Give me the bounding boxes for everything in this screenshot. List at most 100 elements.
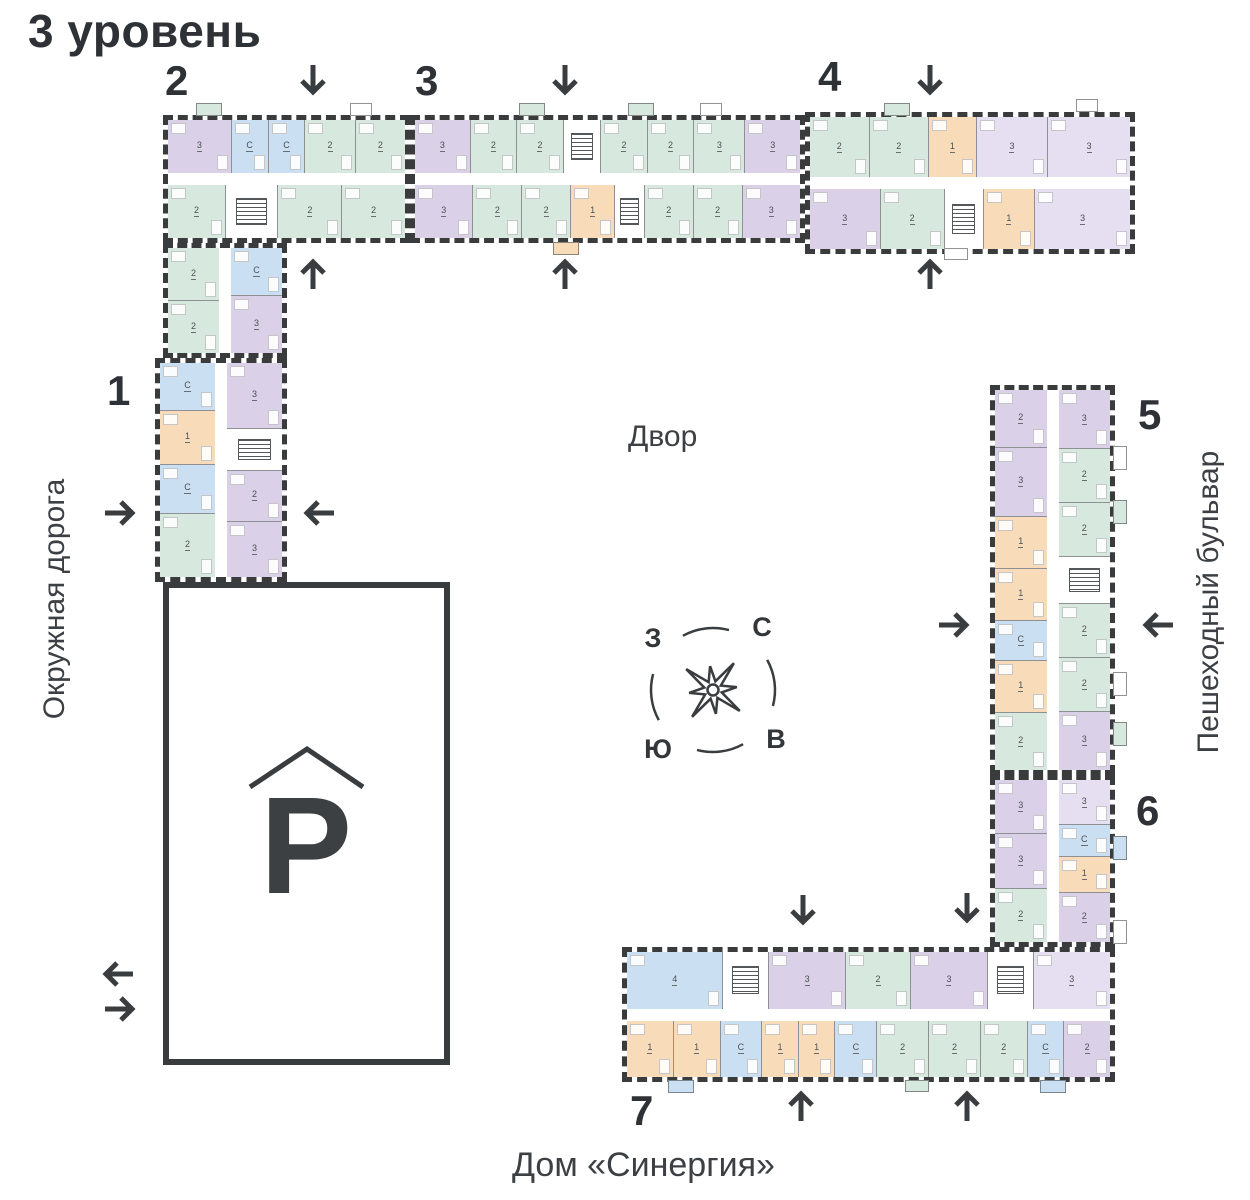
- apartment-cell[interactable]: С: [720, 1020, 762, 1077]
- apartment-cell[interactable]: 2: [995, 390, 1047, 447]
- apartment-cell[interactable]: 3: [415, 120, 470, 173]
- apartment-cell[interactable]: 2: [342, 185, 405, 238]
- apartment-cell[interactable]: С: [1058, 825, 1110, 857]
- apartment-cell[interactable]: 2: [470, 120, 517, 173]
- apartment-cell[interactable]: С: [835, 1020, 877, 1077]
- apartment-cell[interactable]: 2: [693, 185, 742, 238]
- apartment-cell[interactable]: 3: [1058, 780, 1110, 825]
- apartment-cell[interactable]: 3: [742, 185, 800, 238]
- apartment-cell[interactable]: С: [160, 363, 215, 411]
- apartment-cell[interactable]: 3: [768, 952, 846, 1009]
- apartment-cell[interactable]: 2: [995, 713, 1047, 771]
- apartment-cell[interactable]: 2: [810, 117, 869, 177]
- apartment-cell[interactable]: 1: [983, 189, 1035, 249]
- apartment-cell[interactable]: 3: [168, 120, 231, 173]
- apartment-cell[interactable]: 1: [995, 516, 1047, 568]
- apartment-cell[interactable]: С: [268, 120, 305, 173]
- apartment-cell[interactable]: 2: [846, 952, 910, 1009]
- apartment-cell[interactable]: 3: [745, 120, 801, 173]
- apartment-type-label: 1: [1081, 868, 1087, 881]
- apartment-cell[interactable]: 2: [355, 120, 405, 173]
- apartment-type-label: 2: [1081, 624, 1087, 637]
- apartment-cell[interactable]: 2: [168, 248, 219, 300]
- apartment-cell[interactable]: 2: [1058, 893, 1110, 942]
- apartment-cell[interactable]: 3: [976, 117, 1048, 177]
- apartment-cell[interactable]: 1: [160, 411, 215, 465]
- apartment-cell[interactable]: 2: [305, 120, 355, 173]
- apartment-cell[interactable]: 1: [673, 1020, 720, 1077]
- apartment-cell[interactable]: 2: [168, 185, 226, 238]
- apartment-cell[interactable]: 3: [995, 447, 1047, 516]
- apartment-cell[interactable]: 1: [929, 117, 976, 177]
- apartment-cell[interactable]: С: [1027, 1020, 1064, 1077]
- apartment-cell[interactable]: 2: [929, 1020, 980, 1077]
- apartment-type-label: 2: [896, 140, 902, 153]
- apartment-cell[interactable]: 4: [627, 952, 723, 1009]
- apartment-cell[interactable]: 2: [1058, 657, 1110, 711]
- apartment-cell[interactable]: С: [995, 620, 1047, 661]
- apartment-type-label: 3: [1018, 800, 1024, 813]
- apartment-cell[interactable]: 3: [1058, 390, 1110, 449]
- apartment-cell[interactable]: 3: [694, 120, 745, 173]
- building-2-top-interior: 3 С С 2 2 2 2 2: [168, 120, 405, 238]
- apartment-type-label: 2: [377, 140, 383, 152]
- apartment-cell[interactable]: 2: [160, 513, 215, 577]
- apartment-cell[interactable]: 2: [517, 120, 563, 173]
- apartment-cell[interactable]: 2: [995, 888, 1047, 942]
- apartment-cell[interactable]: 2: [473, 185, 522, 238]
- apartment-cell[interactable]: 3: [1035, 189, 1130, 249]
- apartment-cell[interactable]: 3: [810, 189, 880, 249]
- corridor: [627, 1008, 1110, 1021]
- parking-letter: P: [260, 769, 352, 923]
- apartment-cell[interactable]: 2: [168, 301, 219, 353]
- house-name-label: Дом «Синергия»: [512, 1146, 775, 1184]
- apartment-cell[interactable]: 2: [278, 185, 342, 238]
- apartment-cell[interactable]: 2: [1058, 604, 1110, 657]
- apartment-cell[interactable]: 1: [995, 568, 1047, 620]
- apartment-cell[interactable]: 2: [980, 1020, 1027, 1077]
- apartment-cell[interactable]: 3: [227, 363, 282, 429]
- apartment-cell[interactable]: 1: [627, 1020, 673, 1077]
- apartment-cell[interactable]: 3: [231, 295, 282, 353]
- apartment-cell[interactable]: 1: [798, 1020, 835, 1077]
- apartment-type-label: 2: [1018, 908, 1024, 921]
- apartment-cell[interactable]: 2: [880, 189, 944, 249]
- apartment-cell[interactable]: 3: [995, 834, 1047, 888]
- apartment-cell[interactable]: 3: [227, 521, 282, 577]
- apartment-cell[interactable]: 2: [869, 117, 929, 177]
- apartment-cell[interactable]: 1: [571, 185, 615, 238]
- balcony: [905, 1080, 929, 1092]
- apartment-cell[interactable]: 1: [762, 1020, 798, 1077]
- apartment-cell[interactable]: С: [231, 248, 282, 295]
- apartment-cell[interactable]: 3: [1033, 952, 1110, 1009]
- apartment-cell[interactable]: 3: [910, 952, 988, 1009]
- apartment-cell[interactable]: 3: [995, 780, 1047, 834]
- parking-symbol: P: [248, 745, 365, 923]
- apartment-cell[interactable]: 3: [1048, 117, 1130, 177]
- apartment-type-label: 3: [439, 140, 445, 152]
- apartment-cell[interactable]: 2: [522, 185, 571, 238]
- apartment-cell[interactable]: 1: [1058, 857, 1110, 893]
- apartment-cell[interactable]: 3: [1058, 711, 1110, 770]
- corridor: [215, 363, 227, 577]
- apartment-row: 3 2 2 2 2 3: [1058, 390, 1110, 770]
- apartment-cell[interactable]: 2: [1058, 503, 1110, 556]
- apartment-cell[interactable]: С: [160, 465, 215, 513]
- apartment-cell[interactable]: 2: [647, 120, 694, 173]
- corridor: [1046, 780, 1059, 942]
- entrance-arrow-icon: [546, 60, 584, 98]
- apartment-cell[interactable]: 2: [1058, 449, 1110, 503]
- apartment-cell[interactable]: С: [231, 120, 268, 173]
- apartment-cell[interactable]: 2: [877, 1020, 929, 1077]
- apartment-cell[interactable]: 2: [227, 470, 282, 521]
- apartment-type-label: 3: [946, 973, 952, 986]
- apartment-type-label: С: [852, 1042, 860, 1055]
- apartment-type-label: С: [184, 380, 191, 393]
- entrance-arrow-icon: [100, 955, 138, 993]
- apartment-cell[interactable]: 2: [1064, 1020, 1111, 1077]
- building-6-plan: 3 3 2 3 С 1 2: [990, 775, 1115, 947]
- apartment-cell[interactable]: 3: [415, 185, 473, 238]
- apartment-cell[interactable]: 2: [601, 120, 647, 173]
- apartment-cell[interactable]: 1: [995, 661, 1047, 713]
- apartment-cell[interactable]: 2: [644, 185, 693, 238]
